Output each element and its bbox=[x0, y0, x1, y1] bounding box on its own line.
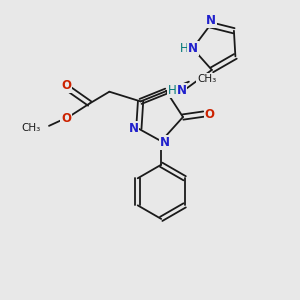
Text: methoxy: methoxy bbox=[39, 107, 63, 112]
Text: N: N bbox=[206, 14, 216, 27]
Text: CH₃: CH₃ bbox=[197, 74, 216, 84]
Text: H: H bbox=[168, 84, 176, 97]
Text: N: N bbox=[188, 42, 198, 55]
Text: N: N bbox=[160, 136, 170, 149]
Text: CH₃: CH₃ bbox=[22, 123, 41, 133]
Text: O: O bbox=[61, 112, 71, 125]
Text: N: N bbox=[128, 122, 139, 135]
Text: N: N bbox=[176, 84, 187, 97]
Text: H: H bbox=[179, 42, 188, 55]
Text: O: O bbox=[61, 79, 71, 92]
Text: O: O bbox=[205, 108, 214, 121]
